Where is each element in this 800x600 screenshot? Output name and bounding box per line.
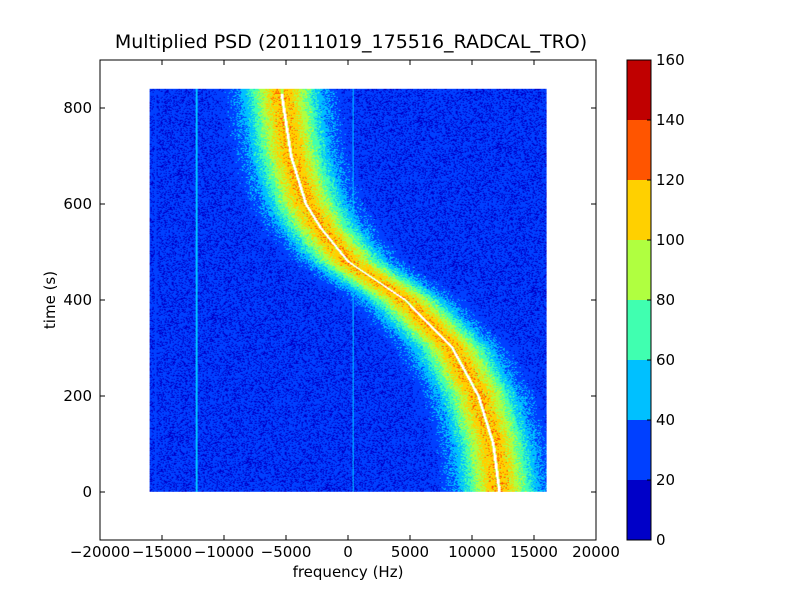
x-tick-label: −15000 [132,543,192,561]
colorbar-tick-label: 20 [656,471,675,489]
chart-title: Multiplied PSD (20111019_175516_RADCAL_T… [115,31,587,53]
x-tick-label: 20000 [572,543,620,561]
x-tick-label: 0 [343,543,353,561]
y-axis-ticks: 0 200 400 600 800 [63,99,596,501]
x-tick-label: −5000 [261,543,312,561]
colorbar-band [627,240,651,300]
colorbar-tick-label: 80 [656,291,675,309]
colorbar-ticks: 0 20 40 60 80 100 120 140 160 [647,51,685,549]
colorbar-tick-label: 100 [656,231,685,249]
colorbar-band [627,180,651,240]
y-tick-label: 600 [63,195,92,213]
plot-area: −20000 −15000 −10000 −5000 0 5000 10000 15000 20… [63,59,620,561]
y-axis-label: time (s) [41,271,59,329]
colorbar-tick-label: 0 [656,531,666,549]
colorbar: 0 20 40 60 80 100 120 140 160 [626,51,685,549]
x-tick-label: 15000 [510,543,558,561]
colorbar-bands [627,60,651,540]
colorbar-tick-label: 140 [656,111,685,129]
y-tick-label: 0 [82,483,92,501]
x-axis-ticks: −20000 −15000 −10000 −5000 0 5000 10000 15000 20… [70,60,620,561]
colorbar-band [627,360,651,420]
colorbar-tick-label: 160 [656,51,685,69]
colorbar-band [627,300,651,360]
heatmap-raster [149,88,547,492]
x-axis-label: frequency (Hz) [293,563,404,581]
x-tick-label: −20000 [70,543,130,561]
colorbar-band [627,60,651,120]
colorbar-band [627,480,651,540]
colorbar-tick-label: 120 [656,171,685,189]
y-tick-label: 400 [63,291,92,309]
x-tick-label: −10000 [194,543,254,561]
y-tick-label: 800 [63,99,92,117]
colorbar-tick-label: 60 [656,351,675,369]
x-tick-label: 10000 [448,543,496,561]
heatmap-image [149,88,547,492]
y-tick-label: 200 [63,387,92,405]
x-tick-label: 5000 [391,543,429,561]
colorbar-tick-label: 40 [656,411,675,429]
colorbar-band [627,420,651,480]
colorbar-band [627,120,651,180]
